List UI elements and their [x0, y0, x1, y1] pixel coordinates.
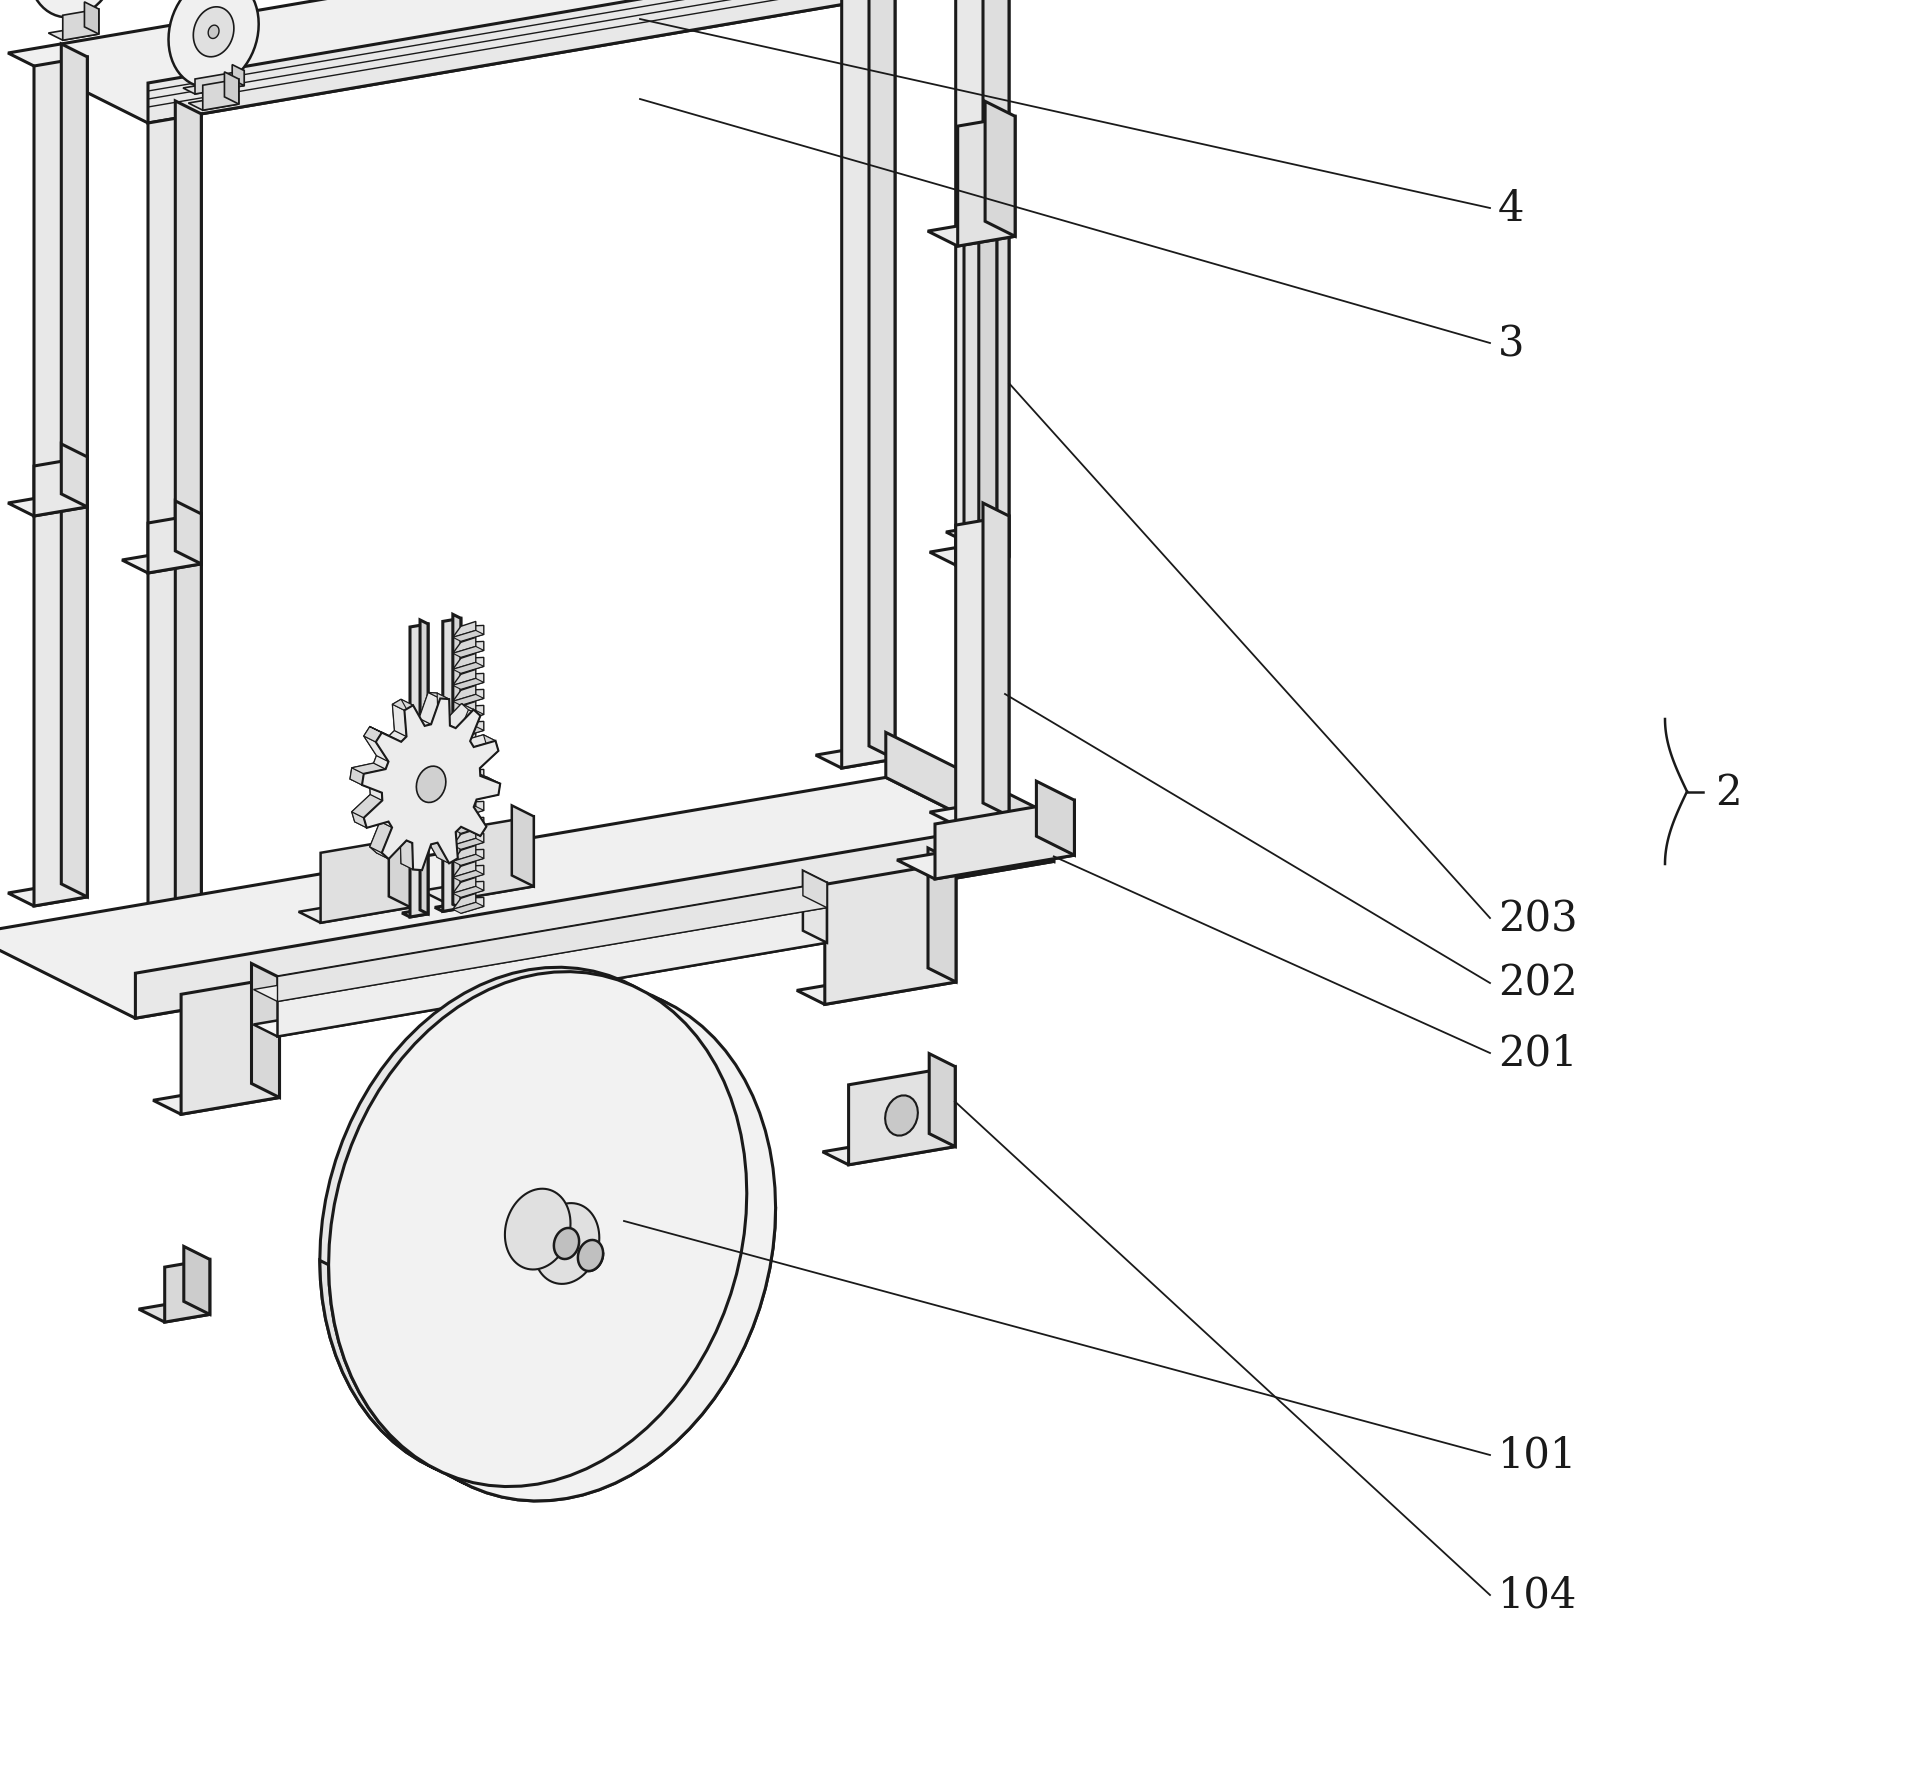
- Polygon shape: [453, 782, 476, 798]
- Polygon shape: [554, 1229, 579, 1259]
- Text: 202: 202: [1499, 963, 1578, 1005]
- Polygon shape: [349, 768, 365, 785]
- Polygon shape: [453, 663, 484, 674]
- Polygon shape: [139, 1301, 210, 1323]
- Polygon shape: [461, 849, 484, 865]
- Polygon shape: [868, 0, 895, 759]
- Polygon shape: [885, 732, 1053, 862]
- Polygon shape: [299, 897, 411, 924]
- Polygon shape: [984, 0, 1009, 557]
- Polygon shape: [453, 902, 484, 913]
- Polygon shape: [181, 979, 280, 1115]
- Polygon shape: [349, 1204, 775, 1502]
- Polygon shape: [511, 807, 534, 886]
- Polygon shape: [320, 968, 739, 1482]
- Polygon shape: [816, 746, 895, 769]
- Polygon shape: [183, 80, 245, 96]
- Polygon shape: [453, 878, 476, 894]
- Polygon shape: [417, 766, 446, 803]
- Polygon shape: [320, 1190, 747, 1488]
- Polygon shape: [449, 821, 480, 837]
- Polygon shape: [453, 798, 476, 814]
- Polygon shape: [189, 98, 239, 112]
- Polygon shape: [849, 1067, 955, 1165]
- Polygon shape: [461, 626, 484, 642]
- Polygon shape: [365, 736, 388, 762]
- Polygon shape: [370, 823, 392, 853]
- Polygon shape: [403, 1207, 693, 1406]
- Polygon shape: [35, 457, 87, 516]
- Polygon shape: [349, 982, 768, 1496]
- Polygon shape: [453, 886, 484, 897]
- Polygon shape: [453, 830, 476, 846]
- Polygon shape: [936, 801, 1074, 879]
- Polygon shape: [453, 718, 476, 734]
- Text: 4: 4: [1499, 188, 1524, 230]
- Polygon shape: [986, 103, 1015, 238]
- Polygon shape: [465, 789, 498, 800]
- Polygon shape: [461, 674, 484, 690]
- Polygon shape: [453, 695, 484, 706]
- Polygon shape: [413, 718, 430, 727]
- Polygon shape: [885, 1096, 918, 1136]
- Polygon shape: [453, 638, 476, 654]
- Polygon shape: [351, 794, 382, 819]
- Polygon shape: [461, 785, 484, 801]
- Polygon shape: [484, 736, 498, 752]
- Polygon shape: [438, 853, 457, 863]
- Polygon shape: [422, 1073, 693, 1406]
- Polygon shape: [349, 780, 382, 793]
- Polygon shape: [411, 839, 430, 871]
- Polygon shape: [453, 734, 476, 750]
- Polygon shape: [453, 631, 484, 642]
- Polygon shape: [365, 727, 382, 743]
- Polygon shape: [390, 826, 411, 908]
- Polygon shape: [122, 551, 201, 574]
- Polygon shape: [802, 871, 828, 908]
- Polygon shape: [149, 514, 201, 574]
- Polygon shape: [930, 803, 1009, 826]
- Polygon shape: [278, 883, 828, 1037]
- Polygon shape: [195, 71, 245, 96]
- Polygon shape: [401, 700, 424, 727]
- Polygon shape: [461, 738, 484, 754]
- Polygon shape: [453, 823, 484, 833]
- Polygon shape: [534, 1204, 600, 1284]
- Polygon shape: [168, 0, 258, 89]
- Polygon shape: [176, 101, 201, 954]
- Polygon shape: [401, 837, 413, 871]
- Polygon shape: [461, 794, 476, 807]
- Polygon shape: [208, 27, 220, 39]
- Polygon shape: [928, 222, 1015, 246]
- Polygon shape: [444, 821, 461, 833]
- Text: 3: 3: [1499, 323, 1524, 365]
- Polygon shape: [571, 1236, 598, 1271]
- Polygon shape: [461, 704, 480, 716]
- Polygon shape: [826, 862, 957, 1005]
- Polygon shape: [355, 816, 388, 828]
- Polygon shape: [135, 817, 1053, 1019]
- Polygon shape: [253, 931, 828, 1037]
- Polygon shape: [328, 972, 747, 1488]
- Polygon shape: [278, 883, 828, 1002]
- Polygon shape: [453, 654, 476, 670]
- Polygon shape: [453, 679, 484, 690]
- Polygon shape: [403, 1064, 673, 1397]
- Polygon shape: [176, 502, 201, 564]
- Polygon shape: [453, 846, 476, 862]
- Polygon shape: [453, 791, 484, 801]
- Polygon shape: [444, 817, 534, 902]
- Polygon shape: [164, 1259, 210, 1323]
- Polygon shape: [453, 647, 484, 658]
- Polygon shape: [444, 619, 461, 911]
- Polygon shape: [453, 894, 476, 910]
- Polygon shape: [461, 706, 484, 722]
- Polygon shape: [253, 895, 828, 1002]
- Polygon shape: [802, 871, 828, 943]
- Polygon shape: [548, 1222, 584, 1266]
- Polygon shape: [930, 1053, 955, 1147]
- Polygon shape: [0, 778, 1053, 1019]
- Polygon shape: [376, 816, 392, 828]
- Polygon shape: [453, 750, 476, 766]
